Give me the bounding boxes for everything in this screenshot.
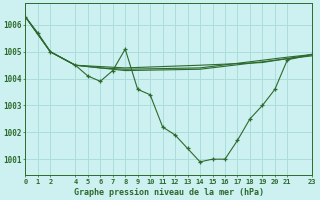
X-axis label: Graphe pression niveau de la mer (hPa): Graphe pression niveau de la mer (hPa) [74, 188, 264, 197]
